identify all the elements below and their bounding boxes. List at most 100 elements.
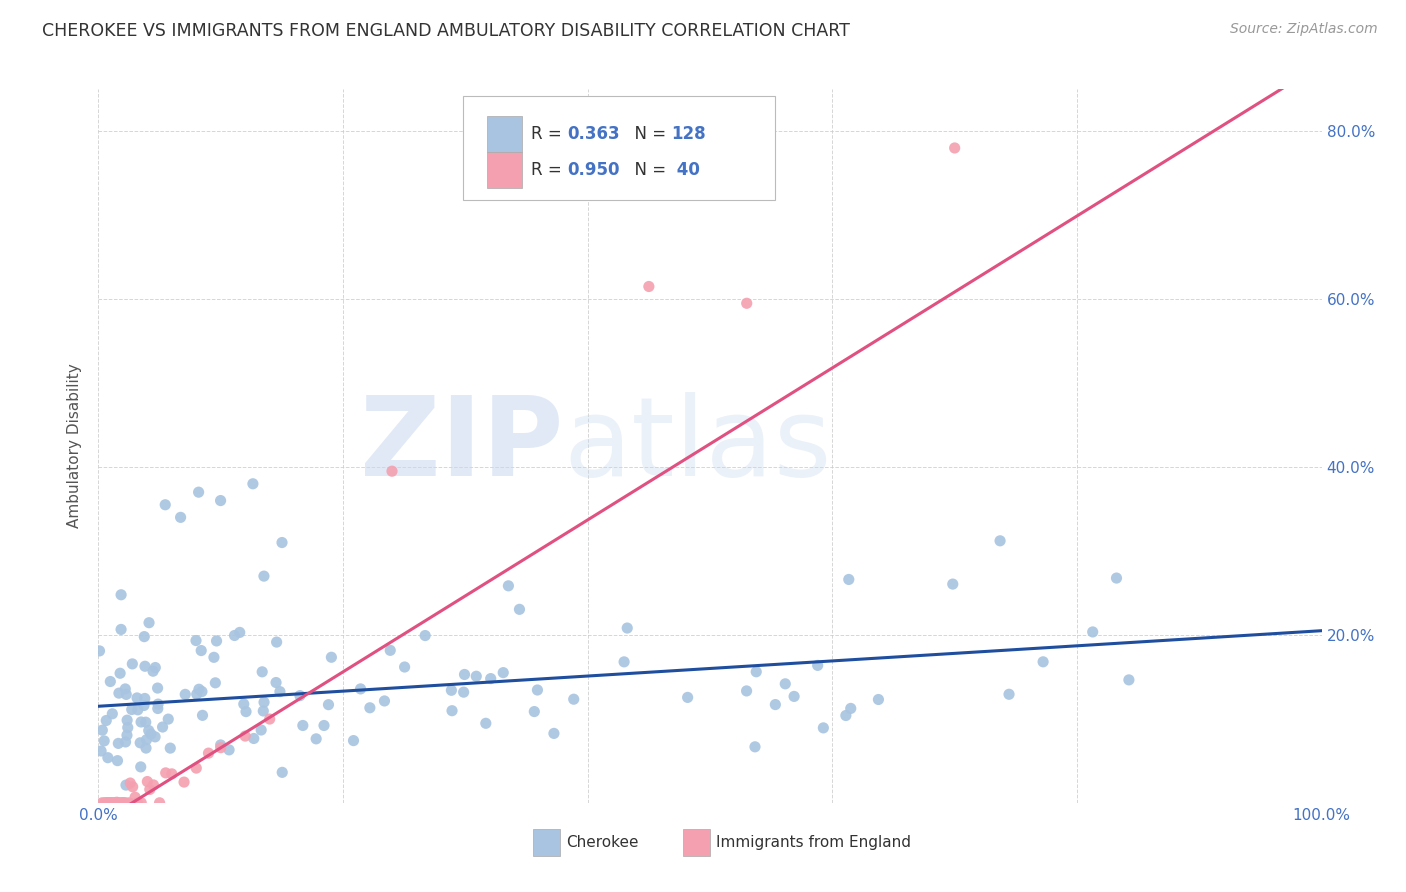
Point xyxy=(318,698,340,712)
Point xyxy=(129,736,152,750)
Point xyxy=(202,650,225,665)
Point xyxy=(142,778,165,792)
Point xyxy=(134,630,156,644)
Point xyxy=(1081,624,1104,639)
Point xyxy=(252,704,274,718)
Point xyxy=(523,705,546,719)
Point xyxy=(744,739,766,754)
Point xyxy=(149,796,172,810)
Point xyxy=(127,703,149,717)
Text: 0.363: 0.363 xyxy=(567,125,620,143)
Point xyxy=(89,644,111,658)
Point xyxy=(120,776,142,790)
Point xyxy=(160,767,183,781)
Point xyxy=(942,577,965,591)
Point xyxy=(288,689,311,703)
Point xyxy=(107,754,129,768)
Point xyxy=(93,796,115,810)
Point xyxy=(187,485,209,500)
Point xyxy=(868,692,890,706)
Point xyxy=(107,736,129,750)
Point xyxy=(124,790,146,805)
Point xyxy=(97,796,120,810)
Point xyxy=(735,684,758,698)
Point xyxy=(380,643,402,657)
Point xyxy=(139,727,162,741)
Point xyxy=(250,723,273,737)
Point xyxy=(155,765,177,780)
FancyBboxPatch shape xyxy=(463,96,775,200)
Point xyxy=(235,705,257,719)
Point xyxy=(105,795,128,809)
Point xyxy=(342,733,364,747)
Point xyxy=(169,510,191,524)
Point xyxy=(97,750,120,764)
Point xyxy=(242,476,264,491)
Point xyxy=(735,296,758,310)
Y-axis label: Ambulatory Disability: Ambulatory Disability xyxy=(67,364,83,528)
Point xyxy=(998,687,1021,701)
Point xyxy=(616,621,638,635)
Point xyxy=(465,669,488,683)
Point xyxy=(146,701,169,715)
Point xyxy=(218,743,240,757)
Point xyxy=(988,533,1011,548)
Point xyxy=(188,682,211,697)
Point xyxy=(1118,673,1140,687)
Point xyxy=(492,665,515,680)
Bar xyxy=(488,116,522,152)
Point xyxy=(835,708,858,723)
Point xyxy=(103,796,125,810)
Point xyxy=(115,688,138,702)
Point xyxy=(264,675,287,690)
Point xyxy=(209,740,232,755)
Point xyxy=(134,659,156,673)
Point xyxy=(136,774,159,789)
Bar xyxy=(533,830,560,856)
Point xyxy=(526,683,548,698)
Point xyxy=(127,796,149,810)
Text: CHEROKEE VS IMMIGRANTS FROM ENGLAND AMBULATORY DISABILITY CORRELATION CHART: CHEROKEE VS IMMIGRANTS FROM ENGLAND AMBU… xyxy=(42,22,851,40)
Point xyxy=(253,569,276,583)
Point xyxy=(129,796,152,810)
Point xyxy=(146,697,169,711)
Point xyxy=(232,697,254,711)
Point xyxy=(111,796,134,810)
Text: R =: R = xyxy=(531,125,568,143)
Point xyxy=(110,623,132,637)
Point xyxy=(157,712,180,726)
Bar xyxy=(683,830,710,856)
Point xyxy=(155,498,177,512)
Point xyxy=(394,660,416,674)
Point xyxy=(204,676,226,690)
Point xyxy=(110,588,132,602)
Point xyxy=(91,723,114,738)
Point xyxy=(479,672,502,686)
Point xyxy=(132,698,155,713)
Point xyxy=(441,704,464,718)
Point xyxy=(121,780,143,794)
Point xyxy=(115,713,138,727)
Point xyxy=(543,726,565,740)
Point xyxy=(763,698,786,712)
Point xyxy=(349,681,371,696)
Text: R =: R = xyxy=(531,161,568,178)
Point xyxy=(121,702,143,716)
Point xyxy=(107,796,129,810)
Point xyxy=(186,761,208,775)
Point xyxy=(142,664,165,678)
Point xyxy=(159,741,181,756)
Text: Source: ZipAtlas.com: Source: ZipAtlas.com xyxy=(1230,22,1378,37)
Point xyxy=(94,796,117,810)
Point xyxy=(143,730,166,744)
Point xyxy=(134,691,156,706)
Bar xyxy=(488,152,522,187)
Point xyxy=(98,674,121,689)
Text: atlas: atlas xyxy=(564,392,832,500)
Point xyxy=(114,735,136,749)
Point xyxy=(152,720,174,734)
Point xyxy=(233,729,256,743)
Point xyxy=(205,634,228,648)
Point xyxy=(291,718,314,732)
Point xyxy=(1105,571,1128,585)
